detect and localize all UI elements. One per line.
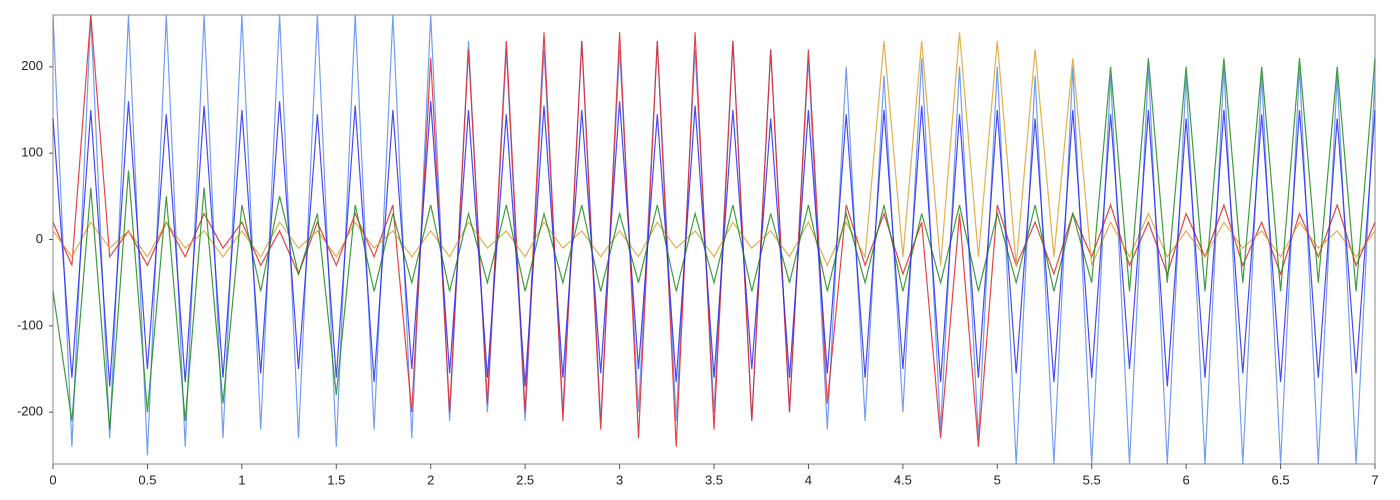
x-tick-label: 3	[616, 472, 623, 487]
x-tick-label: 4.5	[894, 472, 912, 487]
x-tick-label: 2.5	[516, 472, 534, 487]
series-line	[52, 14, 1376, 447]
x-tick-label: 1.5	[327, 472, 345, 487]
y-tick-label: 200	[21, 58, 43, 73]
x-tick-label: 4	[805, 472, 812, 487]
series-line	[52, 32, 1376, 267]
x-tick-label: 2	[427, 472, 434, 487]
x-tick-label: 0	[49, 472, 56, 487]
x-tick-label: 3.5	[705, 472, 723, 487]
x-tick-label: 5.5	[1083, 472, 1101, 487]
y-tick-label: 0	[36, 231, 43, 246]
x-tick-label: 0.5	[138, 472, 156, 487]
y-tick-label: -200	[17, 404, 43, 419]
y-tick-label: -100	[17, 317, 43, 332]
y-tick-label: 100	[21, 145, 43, 160]
x-tick-label: 6	[1183, 472, 1190, 487]
x-tick-label: 5	[994, 472, 1001, 487]
x-tick-label: 6.5	[1272, 472, 1290, 487]
x-tick-label: 7	[1371, 472, 1378, 487]
x-tick-label: 1	[238, 472, 245, 487]
series-line	[52, 58, 1376, 430]
series-line	[52, 101, 1376, 387]
